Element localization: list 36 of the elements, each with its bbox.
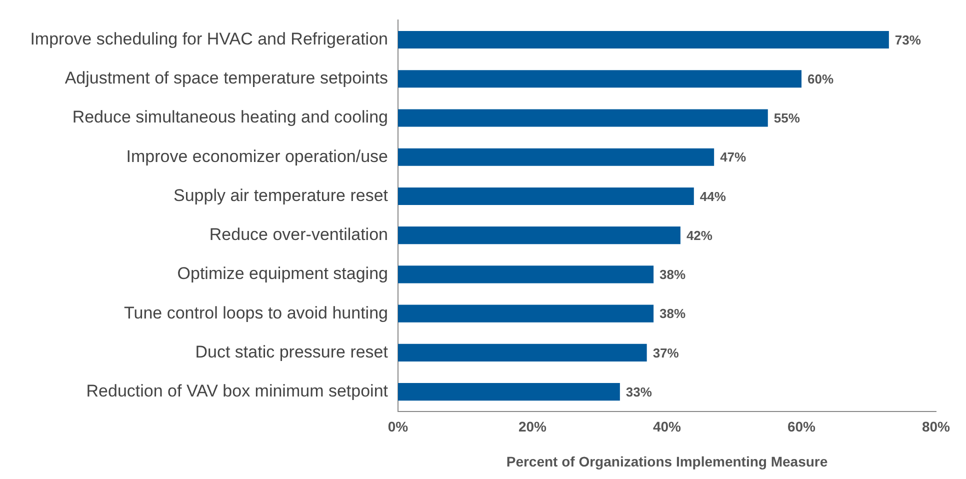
x-axis-title: Percent of Organizations Implementing Measure xyxy=(506,453,828,470)
data-label: 44% xyxy=(700,188,726,204)
data-label: 38% xyxy=(660,306,686,322)
bar xyxy=(398,304,654,322)
bar xyxy=(398,70,802,88)
data-label: 60% xyxy=(808,71,834,86)
data-label: 73% xyxy=(894,32,922,48)
y-tick-label: Optimize equipment staging xyxy=(177,264,388,284)
data-label: 33% xyxy=(626,384,652,400)
bar xyxy=(398,187,694,206)
bar xyxy=(398,383,620,401)
y-tick-label: Supply air temperature reset xyxy=(174,186,388,205)
data-label: 38% xyxy=(660,267,686,282)
data-label: 42% xyxy=(686,228,713,243)
y-tick-label: Improve scheduling for HVAC and Refrigeration xyxy=(30,29,388,48)
bar xyxy=(398,148,714,166)
y-tick-label: Reduce over-ventilation xyxy=(209,225,388,244)
x-tick-label: 80% xyxy=(922,418,951,435)
y-tick-label: Reduce simultaneous heating and cooling xyxy=(72,108,388,127)
x-tick-label: 60% xyxy=(787,418,816,435)
y-tick-label: Adjustment of space temperature setpoints xyxy=(64,68,388,88)
bar xyxy=(398,30,889,49)
y-tick-label: Improve economizer operation/use xyxy=(126,146,388,166)
y-tick-label: Reduction of VAV box minimum setpoint xyxy=(86,382,388,401)
data-label: 55% xyxy=(774,110,800,126)
x-tick-label: 40% xyxy=(652,418,682,435)
x-tick-label: 20% xyxy=(518,418,548,435)
bar xyxy=(398,226,680,244)
x-tick-label: 0% xyxy=(388,418,409,435)
data-label: 37% xyxy=(652,345,680,360)
y-tick-label: Duct static pressure reset xyxy=(195,342,388,362)
y-tick-label: Tune control loops to avoid hunting xyxy=(124,303,388,322)
bar xyxy=(398,109,768,127)
bar xyxy=(398,266,654,284)
bar xyxy=(398,344,647,362)
data-label: 47% xyxy=(720,150,747,165)
